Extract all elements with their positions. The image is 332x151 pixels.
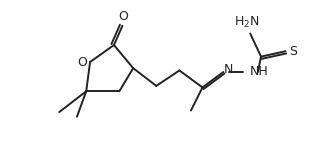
Text: NH: NH (249, 65, 268, 78)
Text: S: S (290, 45, 297, 58)
Text: H$_2$N: H$_2$N (234, 15, 260, 31)
Text: O: O (118, 10, 128, 23)
Text: O: O (77, 56, 87, 69)
Text: N: N (224, 63, 233, 76)
